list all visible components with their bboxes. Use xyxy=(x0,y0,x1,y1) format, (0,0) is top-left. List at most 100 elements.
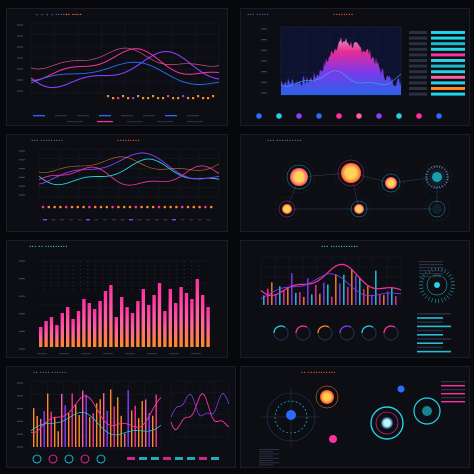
noise-dot xyxy=(191,281,192,282)
bar xyxy=(267,288,269,305)
bar xyxy=(319,293,321,305)
noise-dot xyxy=(50,285,52,286)
legend-bar xyxy=(157,121,173,123)
gauge-tick xyxy=(419,281,424,283)
axis-tick-mark xyxy=(19,313,25,315)
marker-dot xyxy=(212,95,215,98)
node-ring xyxy=(377,169,405,197)
table-bar xyxy=(441,401,465,403)
noise-dot xyxy=(131,289,133,290)
series-line xyxy=(170,393,230,431)
noise-dot xyxy=(146,281,148,282)
table-label xyxy=(409,75,427,79)
marker-dot xyxy=(59,205,62,209)
panel-network: ••• •••••••••• xyxy=(240,134,470,232)
noise-dot xyxy=(131,285,133,286)
table-label xyxy=(419,270,443,272)
noise-dot xyxy=(183,269,185,270)
gauge-tick xyxy=(428,183,431,186)
network-node xyxy=(341,163,361,183)
marker-dot xyxy=(180,205,184,209)
noise-dot xyxy=(117,285,118,286)
axis-tick-mark xyxy=(261,92,267,94)
noise-dot xyxy=(72,289,74,290)
noise-dot xyxy=(183,281,185,282)
bar xyxy=(295,292,297,305)
noise-dot xyxy=(117,261,118,262)
noise-dot xyxy=(43,269,44,270)
bar xyxy=(190,299,194,347)
noise-dot xyxy=(183,277,185,278)
bar xyxy=(68,413,70,447)
axis-tick-mark xyxy=(261,71,267,73)
bar xyxy=(138,418,140,447)
noise-dot xyxy=(131,273,133,274)
axis-label xyxy=(191,353,201,355)
axis-tick-mark xyxy=(17,446,23,448)
table-label xyxy=(409,31,427,34)
gauge-arc xyxy=(383,325,396,334)
panel-title: ••• ••••••••• xyxy=(31,138,64,143)
table-bar xyxy=(431,36,465,40)
axis-tick-mark xyxy=(261,60,267,62)
noise-dot xyxy=(191,269,192,270)
orb xyxy=(329,435,337,443)
noise-dot xyxy=(80,269,81,270)
node-ring xyxy=(350,200,368,218)
marker-dot xyxy=(47,205,51,209)
legend-bar xyxy=(33,115,45,117)
noise-dot xyxy=(161,273,163,274)
gauge-tick xyxy=(428,168,431,171)
marker-dot xyxy=(105,205,109,209)
node-ring xyxy=(274,196,300,222)
noise-dot xyxy=(43,285,44,286)
table-label xyxy=(419,276,443,278)
noise-dot xyxy=(154,261,155,262)
series-line xyxy=(30,47,220,70)
noise-dot xyxy=(191,289,192,290)
bar xyxy=(145,399,147,447)
indicator-dot xyxy=(316,113,322,119)
legend-bar xyxy=(120,219,125,221)
noise-dot xyxy=(109,261,111,262)
marker-dot xyxy=(134,205,138,209)
noise-dot xyxy=(183,285,185,286)
gauge-tick xyxy=(420,277,425,280)
marker-dot xyxy=(76,205,80,209)
bar xyxy=(152,295,156,347)
legend-bar xyxy=(77,219,82,221)
gauge-tick xyxy=(446,295,450,299)
bar xyxy=(64,405,66,447)
bar-chart xyxy=(19,255,211,355)
axis-tick-mark xyxy=(261,28,267,30)
noise-dot xyxy=(131,281,133,282)
bar xyxy=(363,288,365,305)
noise-dot xyxy=(109,277,111,278)
noise-dot xyxy=(117,289,118,290)
series-line xyxy=(30,50,220,89)
bar xyxy=(299,292,301,305)
gauge-tick xyxy=(443,296,447,301)
table-label xyxy=(409,59,427,62)
noise-dot xyxy=(102,269,104,270)
bar xyxy=(61,393,63,447)
legend-bar xyxy=(187,457,195,460)
noise-dot xyxy=(80,281,81,282)
noise-dot xyxy=(146,269,148,270)
legend-bar xyxy=(154,219,159,221)
panel-title: ••• •••••••••• xyxy=(267,138,302,143)
panel-title: •• ••••••••••• xyxy=(301,370,336,375)
series-line xyxy=(30,61,220,85)
bar xyxy=(157,283,162,347)
bar xyxy=(82,299,86,347)
table-label xyxy=(419,267,443,269)
bar xyxy=(76,311,81,347)
gauge-tick xyxy=(441,166,444,170)
bar xyxy=(39,327,43,347)
noise-dot xyxy=(168,269,170,270)
noise-dot xyxy=(191,277,192,278)
noise-dot xyxy=(65,261,67,262)
noise-dot xyxy=(191,285,192,286)
network-node xyxy=(432,204,442,214)
